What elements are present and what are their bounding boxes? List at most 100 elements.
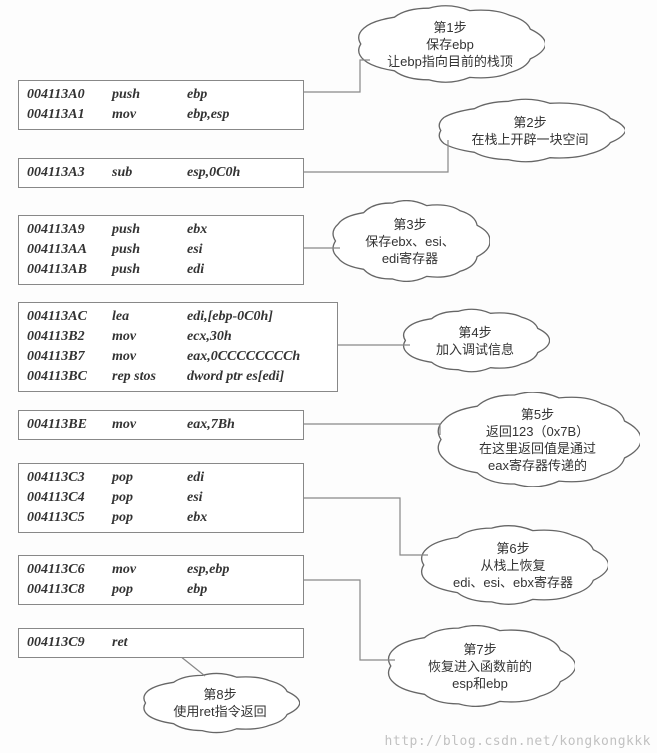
cloud-line: 第2步	[471, 114, 588, 131]
code-block: 004113A0pushebp004113A1movebp,esp	[18, 80, 304, 130]
cloud-line: 第1步	[387, 19, 513, 36]
mnemonic: pop	[112, 488, 187, 508]
cloud-line: 第3步	[365, 216, 455, 233]
cloud-line: 在这里返回值是通过	[479, 440, 596, 457]
addr: 004113B7	[27, 347, 112, 367]
mnemonic: ret	[112, 633, 187, 653]
connector-line	[304, 498, 428, 555]
cloud-text: 第5步返回123（0x7B）在这里返回值是通过eax寄存器传递的	[471, 398, 604, 482]
mnemonic: lea	[112, 307, 187, 327]
operand: edi	[187, 260, 295, 280]
mnemonic: mov	[112, 347, 187, 367]
mnemonic: pop	[112, 508, 187, 528]
addr: 004113C8	[27, 580, 112, 600]
mnemonic: push	[112, 260, 187, 280]
operand: ebp,esp	[187, 105, 295, 125]
code-block: 004113C9ret	[18, 628, 304, 658]
addr: 004113B2	[27, 327, 112, 347]
addr: 004113C3	[27, 468, 112, 488]
code-row: 004113B2movecx,30h	[27, 327, 329, 347]
connector-line	[304, 424, 440, 435]
operand: esp,0C0h	[187, 163, 295, 183]
annotation-cloud: 第1步保存ebp让ebp指向目前的栈顶	[355, 5, 545, 83]
addr: 004113BE	[27, 415, 112, 435]
cloud-text: 第7步恢复进入函数前的esp和ebp	[420, 633, 540, 700]
cloud-line: 使用ret指令返回	[173, 703, 266, 720]
operand: ebp	[187, 580, 295, 600]
code-row: 004113ACleaedi,[ebp-0C0h]	[27, 307, 329, 327]
operand: esi	[187, 240, 295, 260]
operand: ecx,30h	[187, 327, 329, 347]
cloud-text: 第3步保存ebx、esi、edi寄存器	[357, 208, 463, 275]
code-row: 004113A0pushebp	[27, 85, 295, 105]
code-row: 004113C8popebp	[27, 580, 295, 600]
cloud-line: 保存ebx、esi、	[365, 233, 455, 250]
code-row: 004113ABpushedi	[27, 260, 295, 280]
code-row: 004113C9ret	[27, 633, 295, 653]
cloud-line: 恢复进入函数前的	[428, 658, 532, 675]
cloud-line: edi、esi、ebx寄存器	[453, 574, 573, 591]
cloud-text: 第8步使用ret指令返回	[165, 678, 274, 728]
cloud-text: 第1步保存ebp让ebp指向目前的栈顶	[379, 11, 521, 78]
cloud-line: 第7步	[428, 641, 532, 658]
annotation-cloud: 第6步从栈上恢复edi、esi、ebx寄存器	[418, 525, 608, 605]
addr: 004113C4	[27, 488, 112, 508]
connector-line	[304, 140, 448, 172]
mnemonic: pop	[112, 580, 187, 600]
cloud-line: 第5步	[479, 406, 596, 423]
code-row: 004113BCrep stosdword ptr es[edi]	[27, 367, 329, 387]
cloud-line: eax寄存器传递的	[479, 457, 596, 474]
operand: edi,[ebp-0C0h]	[187, 307, 329, 327]
addr: 004113BC	[27, 367, 112, 387]
code-block: 004113A9pushebx004113AApushesi004113ABpu…	[18, 215, 304, 285]
cloud-line: 在栈上开辟一块空间	[471, 131, 588, 148]
cloud-line: 保存ebp	[387, 36, 513, 53]
mnemonic: mov	[112, 327, 187, 347]
connector-line	[304, 580, 395, 660]
code-block: 004113A3subesp,0C0h	[18, 158, 304, 188]
operand	[187, 633, 295, 653]
addr: 004113AA	[27, 240, 112, 260]
annotation-cloud: 第8步使用ret指令返回	[140, 672, 300, 734]
mnemonic: push	[112, 240, 187, 260]
cloud-text: 第6步从栈上恢复edi、esi、ebx寄存器	[445, 532, 581, 599]
mnemonic: rep stos	[112, 367, 187, 387]
addr: 004113AB	[27, 260, 112, 280]
code-row: 004113A1movebp,esp	[27, 105, 295, 125]
operand: eax,7Bh	[187, 415, 295, 435]
addr: 004113A1	[27, 105, 112, 125]
addr: 004113A0	[27, 85, 112, 105]
mnemonic: push	[112, 220, 187, 240]
code-row: 004113C5popebx	[27, 508, 295, 528]
code-row: 004113AApushesi	[27, 240, 295, 260]
annotation-cloud: 第5步返回123（0x7B）在这里返回值是通过eax寄存器传递的	[435, 392, 640, 487]
addr: 004113AC	[27, 307, 112, 327]
annotation-cloud: 第2步在栈上开辟一块空间	[435, 98, 625, 163]
addr: 004113C5	[27, 508, 112, 528]
code-row: 004113A3subesp,0C0h	[27, 163, 295, 183]
annotation-cloud: 第3步保存ebx、esi、edi寄存器	[330, 200, 490, 282]
operand: edi	[187, 468, 295, 488]
mnemonic: push	[112, 85, 187, 105]
code-row: 004113C6movesp,ebp	[27, 560, 295, 580]
operand: ebx	[187, 220, 295, 240]
code-row: 004113A9pushebx	[27, 220, 295, 240]
addr: 004113C9	[27, 633, 112, 653]
cloud-line: edi寄存器	[365, 250, 455, 267]
code-row: 004113C4popesi	[27, 488, 295, 508]
addr: 004113A3	[27, 163, 112, 183]
mnemonic: mov	[112, 105, 187, 125]
mnemonic: mov	[112, 560, 187, 580]
annotation-cloud: 第4步加入调试信息	[400, 308, 550, 373]
operand: esp,ebp	[187, 560, 295, 580]
cloud-line: 第4步	[436, 324, 514, 341]
mnemonic: pop	[112, 468, 187, 488]
code-block: 004113C6movesp,ebp004113C8popebp	[18, 555, 304, 605]
cloud-line: 从栈上恢复	[453, 557, 573, 574]
operand: dword ptr es[edi]	[187, 367, 329, 387]
cloud-line: esp和ebp	[428, 675, 532, 692]
cloud-text: 第2步在栈上开辟一块空间	[463, 106, 596, 156]
code-block: 004113ACleaedi,[ebp-0C0h]004113B2movecx,…	[18, 302, 338, 392]
addr: 004113C6	[27, 560, 112, 580]
code-block: 004113C3popedi004113C4popesi004113C5pope…	[18, 463, 304, 533]
